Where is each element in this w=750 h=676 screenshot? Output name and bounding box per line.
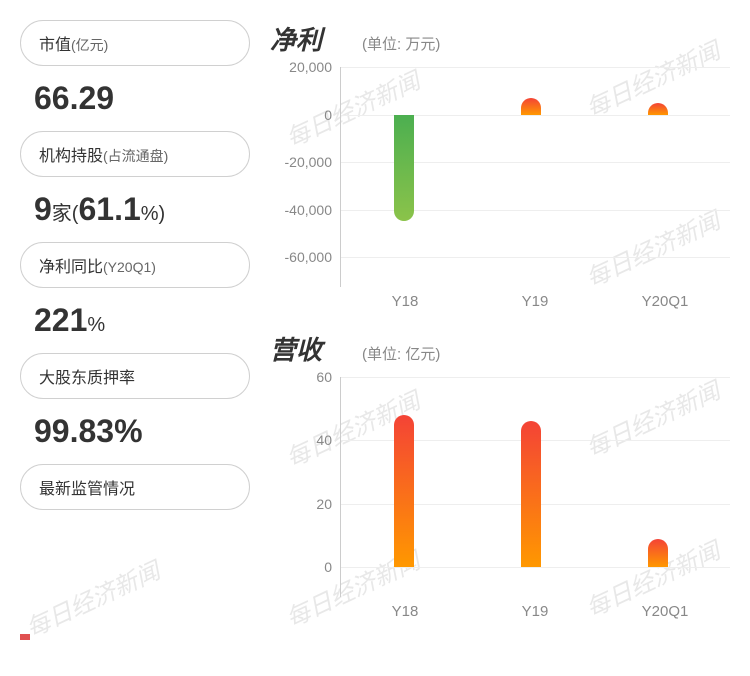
profit-yoy-value: 221% (20, 302, 250, 339)
profit-ytick: 0 (324, 107, 332, 123)
revenue-chart: 营收 (单位: 亿元) 60 40 20 0 Y18Y19Y20Q1 (270, 330, 730, 620)
revenue-chart-unit: (单位: 亿元) (362, 343, 440, 364)
profit-xlabel: Y18 (340, 293, 470, 310)
revenue-ytick: 40 (316, 432, 332, 448)
regulatory-box: 最新监管情况 (20, 464, 250, 510)
profit-ytick: 20,000 (289, 59, 332, 75)
charts-column: 净利 (单位: 万元) 20,000 0 -20,000 -40,000 -60,000… (270, 20, 730, 640)
profit-y-axis: 20,0000-20,000-40,000-60,000 (270, 67, 340, 287)
revenue-bar (648, 539, 668, 568)
profit-bar (521, 98, 541, 115)
market-cap-label: 市值 (39, 37, 71, 54)
profit-chart: 净利 (单位: 万元) 20,000 0 -20,000 -40,000 -60,000… (270, 20, 730, 310)
pledge-label: 大股东质押率 (39, 370, 135, 387)
revenue-xlabel: Y18 (340, 603, 470, 620)
profit-ytick: -60,000 (285, 249, 332, 265)
revenue-ytick: 20 (316, 496, 332, 512)
revenue-ytick: 60 (316, 369, 332, 385)
profit-yoy-label: 净利同比 (39, 259, 103, 276)
profit-ytick: -20,000 (285, 154, 332, 170)
pledge-value: 99.83% (20, 413, 250, 450)
inst-hold-label: 机构持股 (39, 148, 103, 165)
profit-x-labels: Y18Y19Y20Q1 (340, 293, 730, 310)
inst-hold-count: 9 (34, 191, 52, 227)
profit-ytick: -40,000 (285, 202, 332, 218)
revenue-xlabel: Y19 (470, 603, 600, 620)
revenue-ytick: 0 (324, 559, 332, 575)
regulatory-label: 最新监管情况 (39, 481, 135, 498)
revenue-bar (521, 421, 541, 567)
inst-hold-sub: (占流通盘) (103, 148, 168, 164)
profit-xlabel: Y19 (470, 293, 600, 310)
inst-hold-box: 机构持股(占流通盘) (20, 131, 250, 177)
market-cap-sub: (亿元) (71, 37, 108, 53)
revenue-xlabel: Y20Q1 (600, 603, 730, 620)
profit-yoy-num: 221 (34, 302, 87, 338)
profit-plot (340, 67, 730, 287)
profit-yoy-box: 净利同比(Y20Q1) (20, 242, 250, 288)
revenue-chart-title: 营收 (270, 330, 322, 367)
pledge-box: 大股东质押率 (20, 353, 250, 399)
revenue-x-labels: Y18Y19Y20Q1 (340, 603, 730, 620)
profit-xlabel: Y20Q1 (600, 293, 730, 310)
metrics-sidebar: 市值(亿元) 66.29 机构持股(占流通盘) 9家(61.1%) 净利同比(Y… (20, 20, 270, 640)
profit-bar (648, 103, 668, 115)
profit-chart-unit: (单位: 万元) (362, 33, 440, 54)
revenue-plot (340, 377, 730, 597)
profit-chart-title: 净利 (270, 20, 322, 57)
inst-hold-pct: 61.1 (78, 191, 140, 227)
revenue-y-axis: 6040200 (270, 377, 340, 597)
revenue-bar (394, 415, 414, 567)
profit-yoy-sub: (Y20Q1) (103, 259, 156, 275)
inst-hold-pct-unit: %) (141, 203, 165, 225)
market-cap-box: 市值(亿元) (20, 20, 250, 66)
profit-bar (394, 115, 414, 222)
inst-hold-value: 9家(61.1%) (20, 191, 250, 228)
profit-yoy-unit: % (87, 314, 105, 336)
inst-hold-count-unit: 家 (52, 203, 72, 225)
market-cap-value: 66.29 (20, 80, 250, 117)
